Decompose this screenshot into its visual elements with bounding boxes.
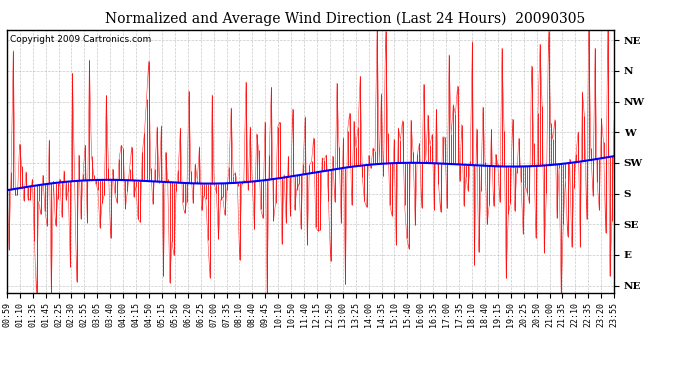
Text: Copyright 2009 Cartronics.com: Copyright 2009 Cartronics.com (10, 35, 151, 44)
Text: Normalized and Average Wind Direction (Last 24 Hours)  20090305: Normalized and Average Wind Direction (L… (105, 11, 585, 26)
